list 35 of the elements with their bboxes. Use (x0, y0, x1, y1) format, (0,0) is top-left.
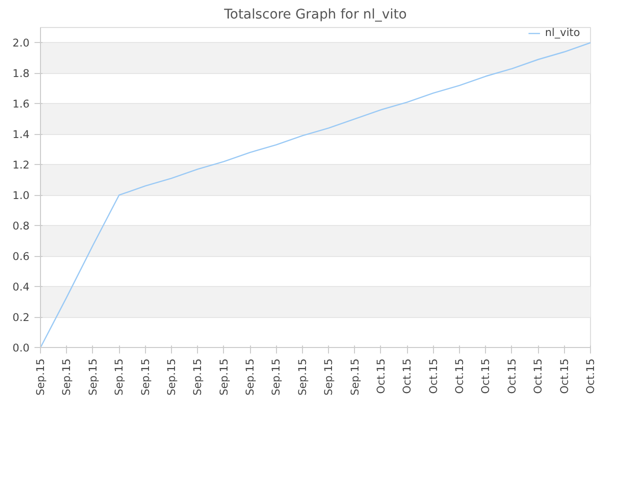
x-tick-label: Oct.15 (453, 358, 466, 394)
x-tick-label: Sep.15 (296, 358, 309, 396)
x-tick-label: Oct.15 (558, 358, 571, 394)
y-tick-label: 0.0 (12, 342, 30, 354)
y-tick-label: 1.0 (12, 189, 30, 202)
legend-label: nl_vito (545, 26, 580, 39)
x-tick-label: Oct.15 (374, 358, 388, 394)
x-tick-label: Sep.15 (164, 358, 178, 396)
x-tick-label: Oct.15 (584, 358, 597, 394)
x-tick-label: Sep.15 (244, 358, 257, 396)
y-tick-label: 1.4 (12, 128, 30, 142)
x-tick-label: Oct.15 (426, 358, 440, 394)
y-tick-label: 1.6 (12, 98, 30, 111)
x-tick-label: Sep.15 (138, 358, 152, 396)
y-tick-label: 1.2 (12, 158, 30, 172)
y-tick-label: 1.8 (12, 67, 30, 80)
x-tick-label: Oct.15 (505, 358, 518, 394)
x-tick-label: Sep.15 (322, 358, 336, 396)
y-tick-label: 0.6 (12, 250, 30, 264)
y-tick-label: 2.0 (12, 36, 30, 50)
x-tick-label: Oct.15 (532, 358, 545, 394)
chart-title: Totalscore Graph for nl_vito (223, 8, 407, 22)
x-tick-label: Oct.15 (400, 358, 414, 394)
x-tick-label: Sep.15 (191, 358, 204, 396)
y-tick-label: 0.2 (12, 311, 30, 324)
x-tick-label: Sep.15 (86, 358, 100, 396)
y-tick-label: 0.8 (12, 220, 30, 233)
y-tick-label: 0.4 (12, 280, 30, 294)
x-tick-label: Sep.15 (217, 358, 230, 396)
x-tick-label: Oct.15 (479, 358, 492, 394)
x-tick-label: Sep.15 (270, 358, 283, 396)
x-tick-label: Sep.15 (34, 358, 47, 396)
x-tick-label: Sep.15 (60, 358, 74, 396)
x-tick-label: Sep.15 (348, 358, 362, 396)
x-tick-label: Sep.15 (112, 358, 126, 396)
